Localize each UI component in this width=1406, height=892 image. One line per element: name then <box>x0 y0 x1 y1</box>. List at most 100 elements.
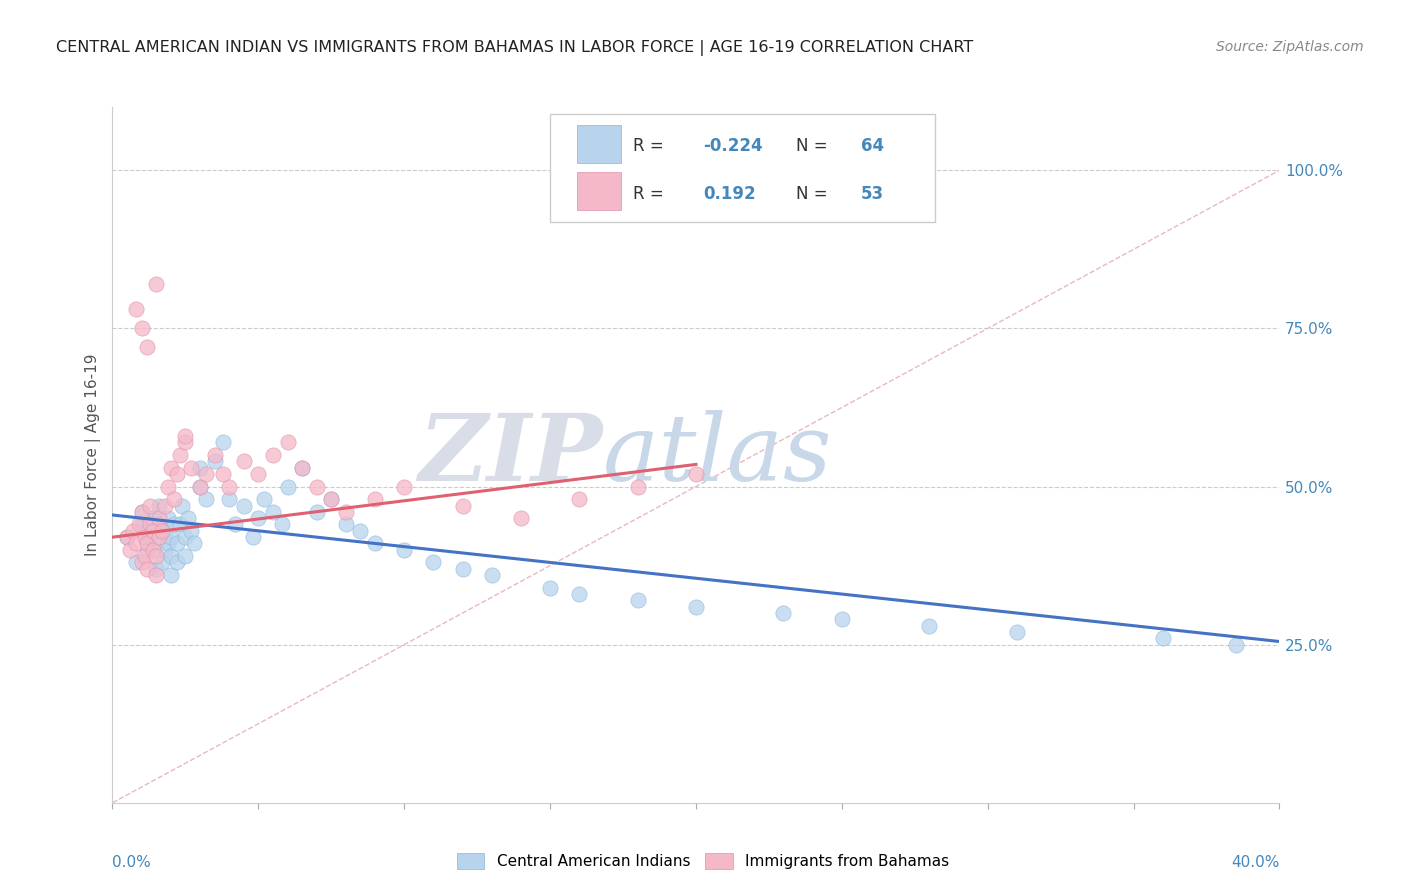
Point <box>139 499 162 513</box>
Point <box>145 536 167 550</box>
Point <box>160 530 183 544</box>
Point <box>627 593 650 607</box>
Point <box>253 492 276 507</box>
Point <box>139 530 162 544</box>
Point <box>148 511 170 525</box>
Point <box>136 542 159 557</box>
Point <box>627 479 650 493</box>
Point <box>156 536 179 550</box>
Point <box>394 542 416 557</box>
Point <box>166 556 188 570</box>
Point <box>139 517 162 532</box>
Point <box>134 530 156 544</box>
Point <box>142 542 165 557</box>
Point <box>772 606 794 620</box>
Point <box>224 517 246 532</box>
Text: 0.192: 0.192 <box>703 186 755 203</box>
Point <box>188 460 211 475</box>
Point <box>169 517 191 532</box>
Point <box>262 448 284 462</box>
Text: 64: 64 <box>860 136 883 154</box>
Point <box>291 460 314 475</box>
Point <box>1152 632 1174 646</box>
Point <box>142 511 165 525</box>
Text: CENTRAL AMERICAN INDIAN VS IMMIGRANTS FROM BAHAMAS IN LABOR FORCE | AGE 16-19 CO: CENTRAL AMERICAN INDIAN VS IMMIGRANTS FR… <box>56 40 973 56</box>
Point <box>153 524 176 538</box>
Point <box>194 492 217 507</box>
Point <box>166 536 188 550</box>
Point <box>188 479 211 493</box>
Point <box>174 429 197 443</box>
Point <box>136 340 159 354</box>
Point <box>160 460 183 475</box>
Point <box>118 542 141 557</box>
Point <box>276 435 298 450</box>
Point <box>212 467 235 481</box>
Point <box>148 530 170 544</box>
Point <box>174 530 197 544</box>
Point <box>364 536 387 550</box>
Point <box>180 460 202 475</box>
Point <box>364 492 387 507</box>
Point <box>291 460 314 475</box>
Point <box>422 556 444 570</box>
Point <box>335 505 357 519</box>
Point <box>148 517 170 532</box>
Point <box>145 562 167 576</box>
Point <box>172 499 194 513</box>
Text: 0.0%: 0.0% <box>112 855 152 870</box>
Point <box>128 517 150 532</box>
Point <box>131 505 153 519</box>
Point <box>509 511 531 525</box>
Point <box>212 435 235 450</box>
Point <box>1225 638 1247 652</box>
Point <box>204 454 226 468</box>
Point <box>321 492 343 507</box>
Point <box>194 467 217 481</box>
Point <box>153 542 176 557</box>
Point <box>831 612 853 626</box>
Point <box>305 479 328 493</box>
Point <box>538 581 561 595</box>
Text: N =: N = <box>796 136 834 154</box>
Point <box>349 524 371 538</box>
Point <box>131 321 153 335</box>
Point <box>174 435 197 450</box>
Text: Source: ZipAtlas.com: Source: ZipAtlas.com <box>1216 40 1364 54</box>
Point <box>183 536 205 550</box>
Point <box>150 524 173 538</box>
Point <box>134 549 156 563</box>
Point <box>125 536 148 550</box>
Point <box>218 479 240 493</box>
Point <box>122 524 145 538</box>
Text: 53: 53 <box>860 186 883 203</box>
Point <box>918 618 941 632</box>
Point <box>150 556 173 570</box>
Bar <box>576 172 621 211</box>
Point <box>247 511 270 525</box>
Point <box>451 562 474 576</box>
Point <box>568 587 591 601</box>
Point <box>115 530 138 544</box>
Point <box>163 517 186 532</box>
Y-axis label: In Labor Force | Age 16-19: In Labor Force | Age 16-19 <box>86 353 101 557</box>
Point <box>685 467 707 481</box>
Point <box>125 556 148 570</box>
Point <box>169 448 191 462</box>
Point <box>174 549 197 563</box>
Point <box>163 492 186 507</box>
Legend: Central American Indians, Immigrants from Bahamas: Central American Indians, Immigrants fro… <box>451 847 955 875</box>
Point <box>335 517 357 532</box>
Point <box>232 454 254 468</box>
Point <box>145 277 167 292</box>
Point <box>218 492 240 507</box>
Point <box>247 467 270 481</box>
Point <box>160 568 183 582</box>
Point <box>166 467 188 481</box>
Point <box>394 479 416 493</box>
Text: R =: R = <box>633 186 669 203</box>
Point <box>1005 625 1028 640</box>
Point <box>156 511 179 525</box>
Point <box>242 530 264 544</box>
Point <box>262 505 284 519</box>
